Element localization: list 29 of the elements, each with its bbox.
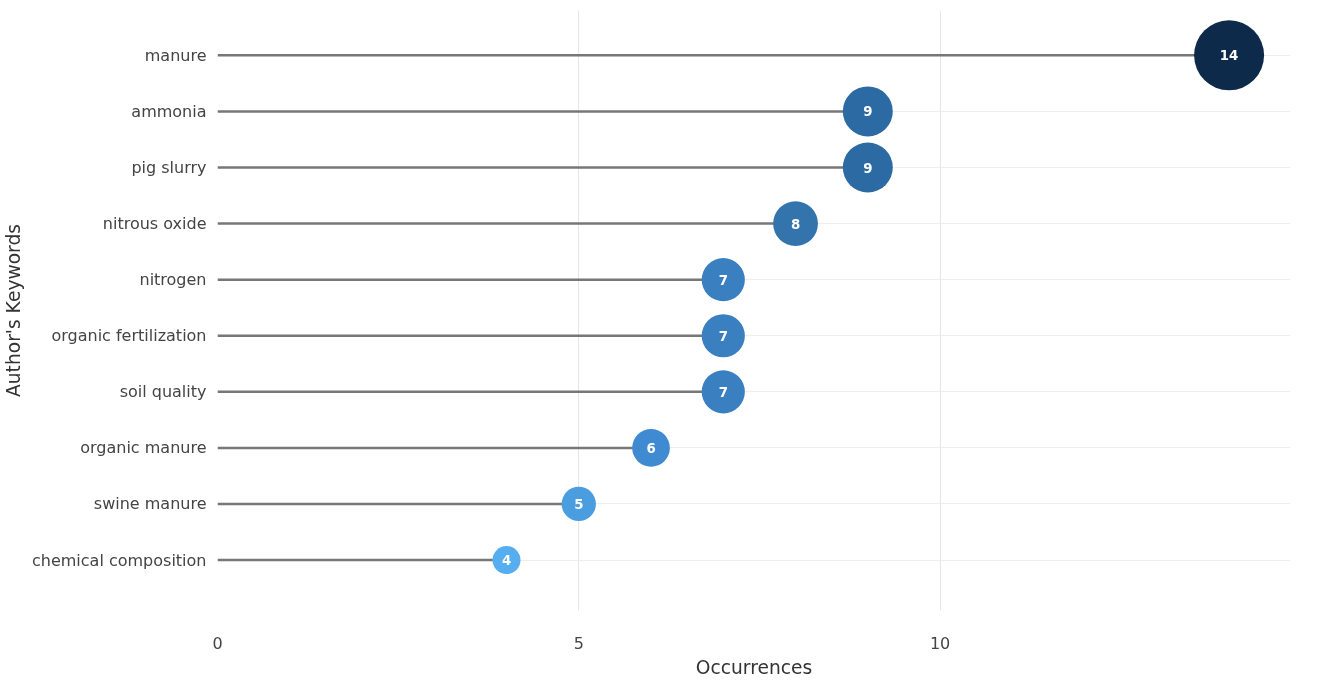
point (701, 258, 745, 302)
data-label: 7 (718, 384, 728, 400)
y-tick-label: organic manure (80, 438, 207, 458)
data-label: 4 (501, 553, 512, 569)
y-tick-label: soil quality (119, 382, 207, 402)
data-label: 9 (863, 104, 873, 120)
y-axis-title: Author's Keywords (3, 223, 25, 397)
y-tick-label: manure (144, 45, 207, 65)
point (773, 201, 818, 246)
y-tick-label: organic fertilization (51, 326, 207, 346)
y-tick-label: chemical composition (32, 550, 207, 570)
y-tick-label: nitrous oxide (102, 214, 207, 234)
data-label: 7 (718, 328, 728, 344)
data-label: 6 (646, 440, 656, 456)
y-tick-label: pig slurry (131, 158, 207, 178)
x-tick-label: 5 (573, 633, 584, 653)
y-tick-label: ammonia (131, 101, 207, 121)
data-label: 7 (718, 272, 728, 288)
data-label: 9 (863, 160, 873, 176)
data-label: 14 (1219, 48, 1239, 64)
point (701, 370, 745, 414)
data-label: 8 (790, 216, 801, 232)
x-tick-label: 0 (212, 633, 223, 653)
data-label: 5 (574, 496, 584, 512)
x-tick-label: 10 (929, 633, 951, 653)
y-tick-label: swine manure (93, 494, 207, 514)
y-tick-label: nitrogen (139, 270, 207, 290)
point (701, 314, 745, 358)
x-axis-title: Occurrences (695, 656, 813, 678)
